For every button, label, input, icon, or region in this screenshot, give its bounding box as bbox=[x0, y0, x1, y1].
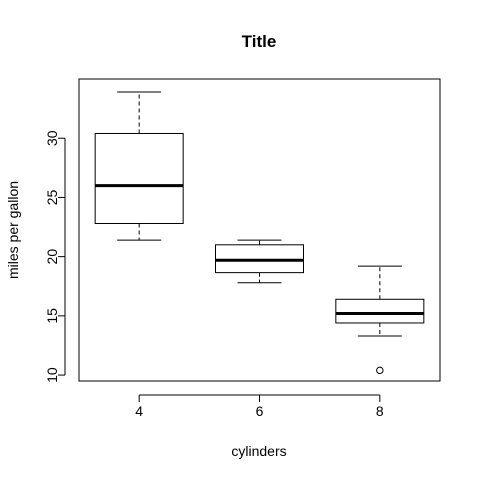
x-axis: 4 6 8 bbox=[135, 394, 384, 419]
boxes-layer bbox=[94, 91, 425, 375]
outlier-point bbox=[376, 366, 384, 375]
x-tick-label: 8 bbox=[376, 403, 384, 419]
chart-title: Title bbox=[242, 32, 277, 51]
plot-frame bbox=[78, 78, 441, 382]
box-group-8 bbox=[335, 265, 425, 375]
iqr-box bbox=[335, 298, 425, 324]
box-group-4 bbox=[94, 91, 184, 241]
y-tick-label: 30 bbox=[44, 130, 60, 146]
y-tick-label: 10 bbox=[44, 367, 60, 383]
y-axis-title: miles per gallon bbox=[5, 181, 21, 279]
y-axis: 10 15 20 25 30 bbox=[44, 130, 66, 383]
iqr-box bbox=[94, 132, 184, 224]
x-tick-label: 4 bbox=[135, 403, 143, 419]
box-group-6 bbox=[215, 239, 304, 284]
y-tick-label: 20 bbox=[44, 249, 60, 265]
x-axis-title: cylinders bbox=[231, 443, 286, 459]
y-tick-label: 15 bbox=[44, 308, 60, 324]
x-tick-label: 6 bbox=[256, 403, 264, 419]
y-tick-label: 25 bbox=[44, 189, 60, 205]
